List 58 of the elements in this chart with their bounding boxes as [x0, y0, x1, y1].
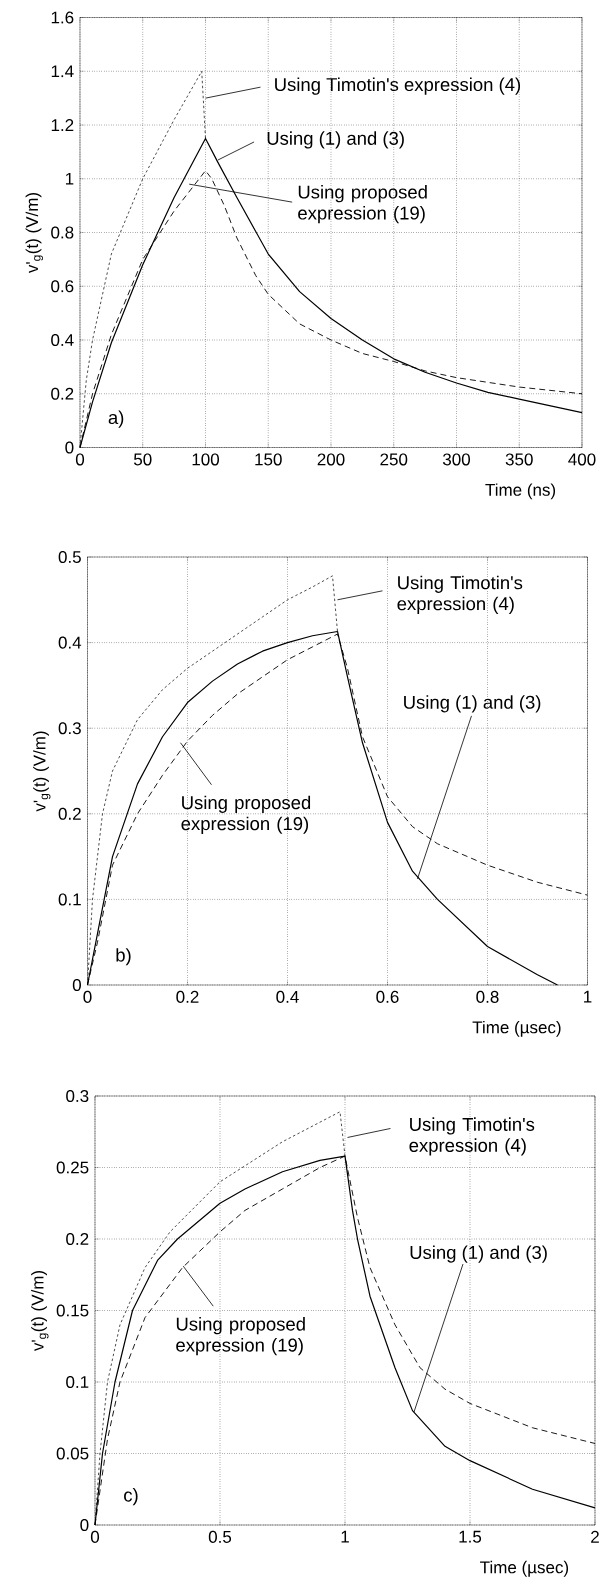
y-tick-label: 0.5 [58, 550, 81, 564]
x-axis-title: Time (ns) [485, 483, 556, 500]
x-tick-label: 150 [255, 453, 282, 466]
annotation: Using proposed expression (19) [181, 795, 311, 834]
x-tick-label: 50 [133, 453, 152, 466]
x-tick-label: 200 [317, 453, 345, 466]
x-axis-title: Time (µsec) [472, 1020, 561, 1037]
x-tick-label: 400 [568, 453, 596, 466]
annotation: Using Timotin's expression (4) [409, 1117, 535, 1156]
x-tick-label: 0.2 [176, 990, 199, 1003]
annotation: b) [116, 948, 131, 966]
x-axis-title: Time (µsec) [480, 1560, 569, 1577]
y-tick-label: 0.8 [51, 226, 74, 239]
y-tick-label: 0.2 [58, 807, 81, 820]
x-tick-label: 300 [442, 453, 471, 466]
y-tick-label: 0.4 [58, 636, 82, 649]
annotation: Using Timotin's expression (4) [275, 77, 521, 95]
y-axis-title: v'$_{g}$(t) (V/m) [25, 192, 43, 274]
x-tick-label: 1.5 [459, 1530, 482, 1543]
y-tick-label: 0.05 [56, 1447, 89, 1460]
x-tick-label: 1 [341, 1530, 349, 1543]
annotation: Using proposed expression (19) [176, 1317, 305, 1356]
y-tick-label: 0.1 [58, 893, 81, 906]
annotation: c) [124, 1488, 138, 1506]
annotation: Using proposed expression (19) [298, 185, 427, 224]
x-tick-label: 0.8 [476, 990, 499, 1003]
y-tick-label: 1.4 [51, 65, 74, 78]
y-tick-label: 0.15 [56, 1304, 89, 1317]
annotation: a) [108, 410, 124, 428]
y-axis-title: v'$_{g}$(t) (V/m) [33, 731, 51, 812]
x-tick-label: 1 [584, 990, 592, 1003]
x-tick-label: 0.4 [276, 990, 299, 1003]
y-tick-label: 0.25 [56, 1161, 89, 1174]
y-tick-label: 0.3 [66, 1089, 89, 1103]
annotation: Using (1) and (3) [267, 131, 404, 149]
annotation: Using (1) and (3) [410, 1245, 547, 1263]
y-tick-label: 0 [72, 978, 81, 992]
x-tick-label: 250 [380, 453, 408, 466]
x-tick-label: 0.6 [376, 990, 399, 1003]
y-tick-label: 0.6 [51, 280, 74, 293]
y-tick-label: 1.6 [51, 11, 74, 24]
y-tick-label: 0.3 [58, 722, 81, 735]
annotation: Using (1) and (3) [404, 695, 541, 713]
x-tick-label: 100 [192, 453, 220, 466]
y-tick-label: 0.4 [51, 333, 74, 347]
y-tick-label: 0.2 [66, 1232, 89, 1246]
x-tick-label: 0.5 [208, 1530, 232, 1543]
y-tick-label: 1.2 [51, 119, 74, 131]
x-tick-label: 0 [90, 1530, 100, 1543]
y-axis-title: v'$_{g}$(t) (V/m) [31, 1270, 49, 1352]
y-tick-label: 0 [65, 441, 74, 454]
annotation: Using Timotin's expression (4) [397, 575, 523, 614]
x-tick-label: 350 [505, 453, 533, 466]
y-tick-label: 0.1 [66, 1375, 89, 1389]
y-tick-label: 0.2 [51, 387, 74, 400]
y-tick-label: 0 [80, 1518, 89, 1532]
y-tick-label: 1 [65, 172, 74, 185]
x-tick-label: 2 [591, 1530, 599, 1543]
